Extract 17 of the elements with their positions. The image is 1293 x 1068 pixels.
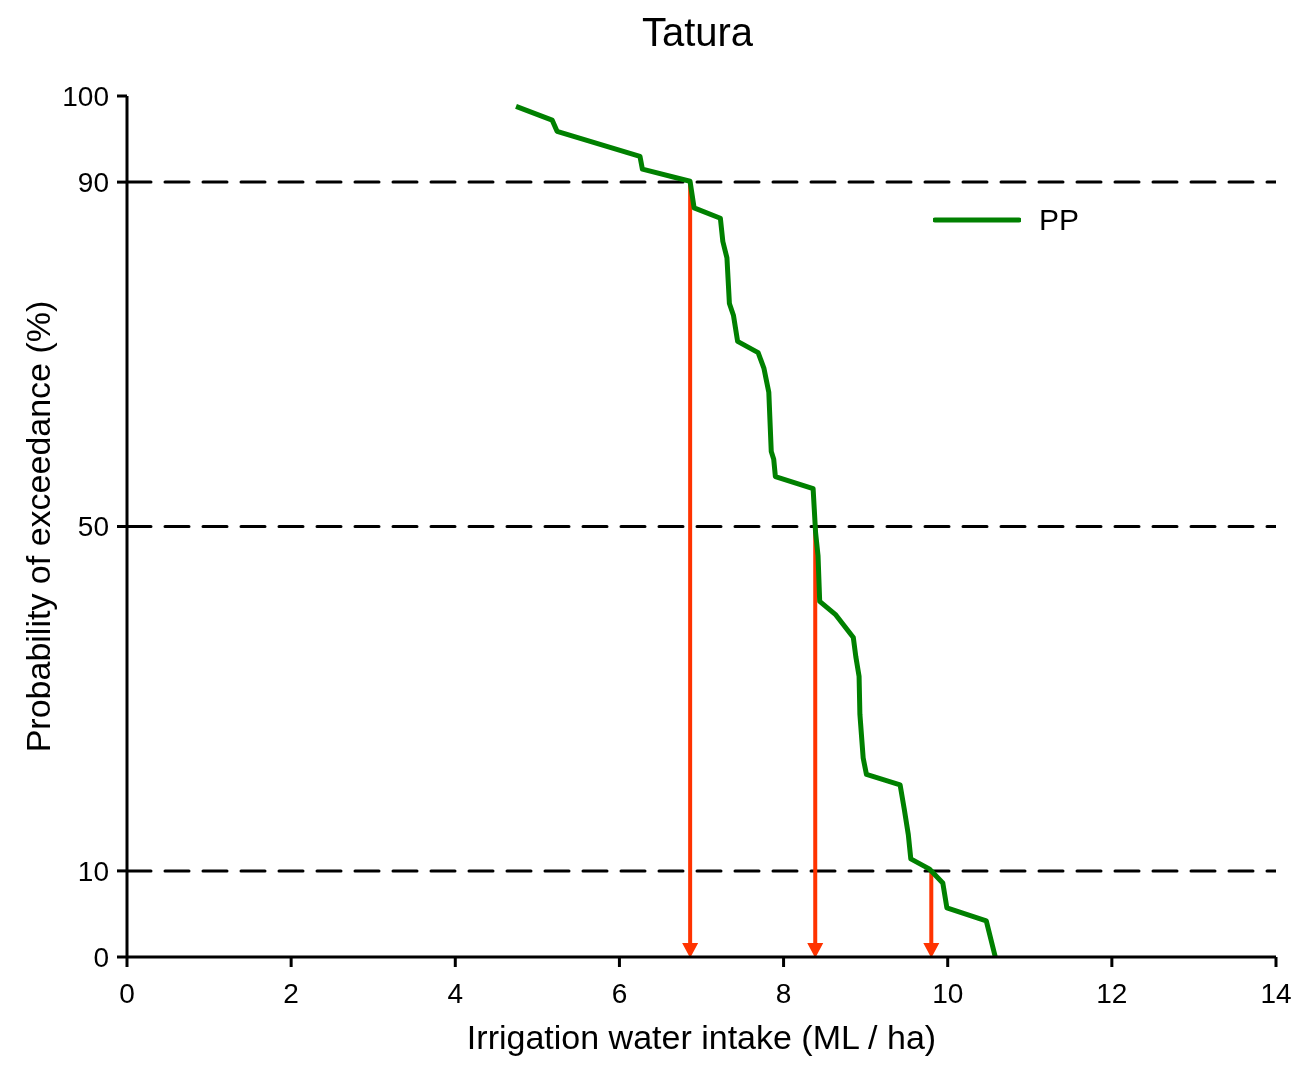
legend-label: PP xyxy=(1039,203,1080,237)
x-tick-label: 0 xyxy=(119,977,135,1009)
y-tick-label: 0 xyxy=(93,941,109,973)
chart-title: Tatura xyxy=(640,10,755,54)
x-tick-label: 2 xyxy=(283,977,299,1009)
x-tick-label: 6 xyxy=(611,977,628,1009)
x-axis-title: Irrigation water intake (ML / ha) xyxy=(466,1018,937,1056)
x-tick-label: 14 xyxy=(1260,977,1292,1009)
y-axis-title: Probability of exceedance (%) xyxy=(19,300,58,753)
y-tick-label: 50 xyxy=(77,511,109,543)
x-tick-label: 8 xyxy=(775,977,792,1009)
x-tick-label: 10 xyxy=(932,977,964,1009)
y-tick-label: 100 xyxy=(62,80,109,112)
x-tick-label: 4 xyxy=(447,977,464,1009)
x-tick-label: 12 xyxy=(1096,977,1128,1009)
y-tick-label: 10 xyxy=(77,855,109,887)
y-tick-label: 90 xyxy=(77,167,109,199)
